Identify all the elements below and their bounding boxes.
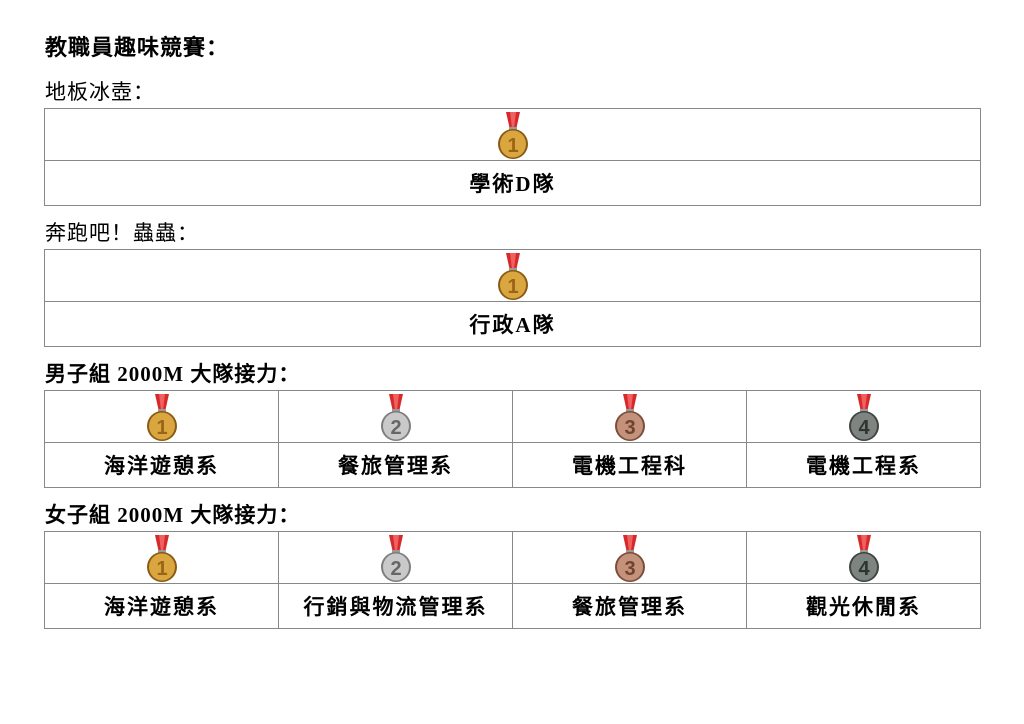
svg-text:4: 4 (858, 417, 870, 439)
svg-text:3: 3 (624, 558, 635, 580)
team-name: 行銷與物流管理系 (278, 583, 513, 629)
team-name: 行政A隊 (44, 301, 981, 347)
team-name: 電機工程科 (512, 442, 747, 488)
section-heading: 女子組 2000M 大隊接力： (45, 503, 301, 527)
svg-text:1: 1 (156, 558, 167, 580)
team-name: 學術D隊 (44, 160, 981, 206)
medal-rank-4-icon: 4 (848, 393, 879, 441)
results-table: 1 行政A隊 (44, 249, 981, 347)
medal-cell: 1 (44, 531, 279, 584)
team-name: 餐旅管理系 (278, 442, 513, 488)
team-name: 餐旅管理系 (512, 583, 747, 629)
page-title: 教職員趣味競賽： (45, 35, 230, 60)
medal-rank-2-icon: 2 (380, 393, 411, 441)
medal-rank-4-icon: 4 (848, 534, 879, 582)
team-name: 海洋遊憩系 (44, 583, 279, 629)
medal-rank-1-icon: 1 (497, 111, 528, 159)
medal-rank-3-icon: 3 (614, 393, 645, 441)
medal-rank-2-icon: 2 (380, 534, 411, 582)
team-name: 海洋遊憩系 (44, 442, 279, 488)
svg-text:3: 3 (624, 417, 635, 439)
svg-text:4: 4 (858, 558, 870, 580)
team-name: 觀光休閒系 (746, 583, 981, 629)
medal-cell: 4 (746, 531, 981, 584)
svg-text:2: 2 (390, 417, 401, 439)
section-heading: 男子組 2000M 大隊接力： (45, 362, 301, 386)
team-name: 電機工程系 (746, 442, 981, 488)
medal-cell: 1 (44, 108, 981, 161)
medal-rank-3-icon: 3 (614, 534, 645, 582)
results-table: 1 學術D隊 (44, 108, 981, 206)
medal-cell: 1 (44, 249, 981, 302)
medal-rank-1-icon: 1 (146, 534, 177, 582)
svg-text:2: 2 (390, 558, 401, 580)
svg-text:1: 1 (156, 417, 167, 439)
svg-text:1: 1 (507, 276, 518, 298)
medal-cell: 2 (278, 531, 513, 584)
medal-cell: 3 (512, 531, 747, 584)
medal-rank-1-icon: 1 (146, 393, 177, 441)
section-heading: 地板冰壺： (45, 80, 155, 104)
results-table: 1 2 3 4 海洋遊憩系 行銷與物流管理系 餐旅管理系 觀光休閒系 (44, 531, 981, 629)
section-heading: 奔跑吧！蟲蟲： (45, 221, 199, 245)
medal-cell: 2 (278, 390, 513, 443)
medal-cell: 1 (44, 390, 279, 443)
svg-text:1: 1 (507, 135, 518, 157)
medal-cell: 3 (512, 390, 747, 443)
results-table: 1 2 3 4 海洋遊憩系 餐旅管理系 電機工程科 電機工程系 (44, 390, 981, 488)
medal-cell: 4 (746, 390, 981, 443)
medal-rank-1-icon: 1 (497, 252, 528, 300)
